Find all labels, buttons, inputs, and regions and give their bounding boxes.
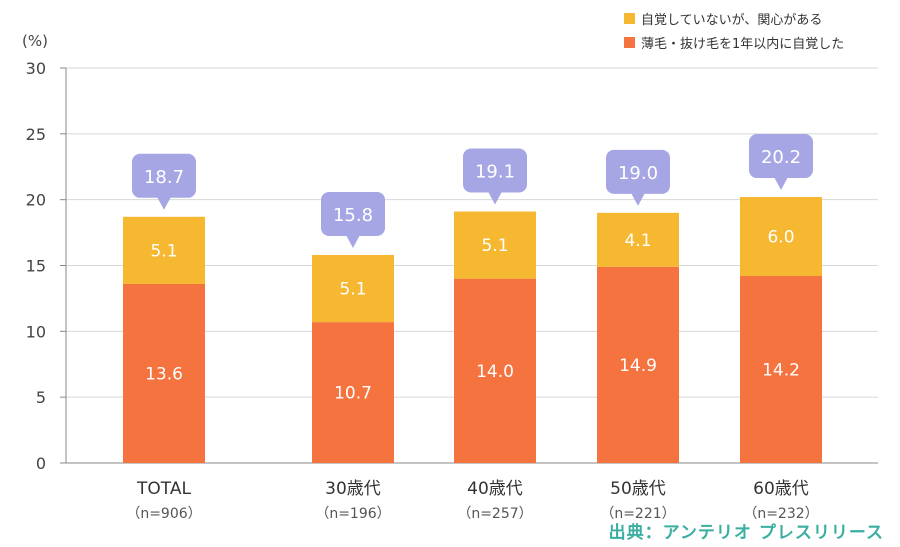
bar-segment-aware: [312, 322, 394, 463]
legend-swatch: [624, 37, 635, 48]
bar-group: 14.9 4.1 19.0 50歳代 （n=221）: [597, 149, 679, 522]
y-tick-label: 0: [36, 454, 46, 473]
source-credit: 出典：アンテリオ プレスリリース: [608, 523, 884, 543]
y-tick-label: 25: [26, 125, 46, 144]
total-bubble: [132, 153, 196, 198]
bar-segment-interested: [312, 254, 394, 323]
total-value-label: 18.7: [144, 167, 184, 188]
bar-segment-aware: [123, 283, 205, 463]
bar-segment-aware: [597, 266, 679, 463]
x-sample-size-label: （n=257）: [457, 506, 532, 522]
x-sample-size-label: （n=196）: [315, 506, 390, 522]
total-bubble-pointer: [488, 191, 502, 205]
x-category-label: 60歳代: [753, 479, 809, 499]
y-tick-label: 20: [26, 191, 46, 210]
total-bubble: [749, 134, 813, 179]
segment-value-label: 14.0: [476, 362, 514, 382]
y-tick-label: 5: [36, 388, 46, 407]
total-bubble: [606, 149, 670, 194]
bar-segment-interested: [740, 197, 822, 277]
bar-group: 14.0 5.1 19.1 40歳代 （n=257）: [454, 148, 536, 522]
y-tick-label: 10: [26, 322, 46, 341]
x-category-label: 40歳代: [467, 479, 523, 499]
bar-segment-aware: [454, 278, 536, 463]
legend-label: 自覚していないが、関心がある: [641, 13, 822, 28]
bar-segment-interested: [597, 212, 679, 267]
y-tick-label: 30: [26, 59, 46, 78]
segment-value-label: 5.1: [339, 280, 366, 300]
bar-group: 10.7 5.1 15.8 30歳代 （n=196）: [312, 191, 394, 522]
legend-swatch: [624, 13, 635, 24]
segment-value-label: 6.0: [767, 228, 794, 248]
segment-value-label: 14.9: [619, 356, 657, 376]
x-sample-size-label: （n=232）: [743, 506, 818, 522]
total-bubble-pointer: [774, 177, 788, 191]
segment-value-label: 5.1: [150, 241, 177, 261]
total-value-label: 19.1: [475, 162, 515, 183]
bar-group: 13.6 5.1 18.7 TOTAL （n=906）: [123, 153, 205, 522]
y-tick-label: 15: [26, 257, 46, 276]
total-bubble-pointer: [631, 192, 645, 206]
total-value-label: 20.2: [761, 147, 801, 168]
bars: 13.6 5.1 18.7 TOTAL （n=906） 10.7 5.1 15.8 30歳代 （n…: [123, 134, 822, 522]
x-category-label: 30歳代: [325, 479, 381, 499]
total-bubble-pointer: [157, 196, 171, 210]
segment-value-label: 10.7: [334, 384, 372, 404]
x-category-label: TOTAL: [136, 479, 191, 499]
bar-segment-aware: [740, 276, 822, 463]
segment-value-label: 5.1: [481, 236, 508, 256]
legend-label: 薄毛・抜け毛を1年以内に自覚した: [641, 36, 844, 52]
segment-value-label: 13.6: [145, 364, 183, 384]
total-bubble: [463, 148, 527, 193]
segment-value-label: 4.1: [624, 231, 651, 251]
total-bubble: [321, 191, 385, 236]
x-sample-size-label: （n=221）: [600, 506, 675, 522]
bar-segment-interested: [454, 211, 536, 279]
total-value-label: 15.8: [333, 205, 373, 226]
x-sample-size-label: （n=906）: [126, 506, 201, 522]
y-axis-ticks: 0 5 10 15 20 25 30: [26, 59, 66, 473]
bar-segment-interested: [123, 216, 205, 284]
segment-value-label: 14.2: [762, 361, 800, 381]
x-category-label: 50歳代: [610, 479, 666, 499]
total-bubble-pointer: [346, 234, 360, 248]
y-axis-unit: (%): [22, 32, 48, 50]
total-value-label: 19.0: [618, 163, 658, 184]
bar-group: 14.2 6.0 20.2 60歳代 （n=232）: [740, 134, 822, 522]
